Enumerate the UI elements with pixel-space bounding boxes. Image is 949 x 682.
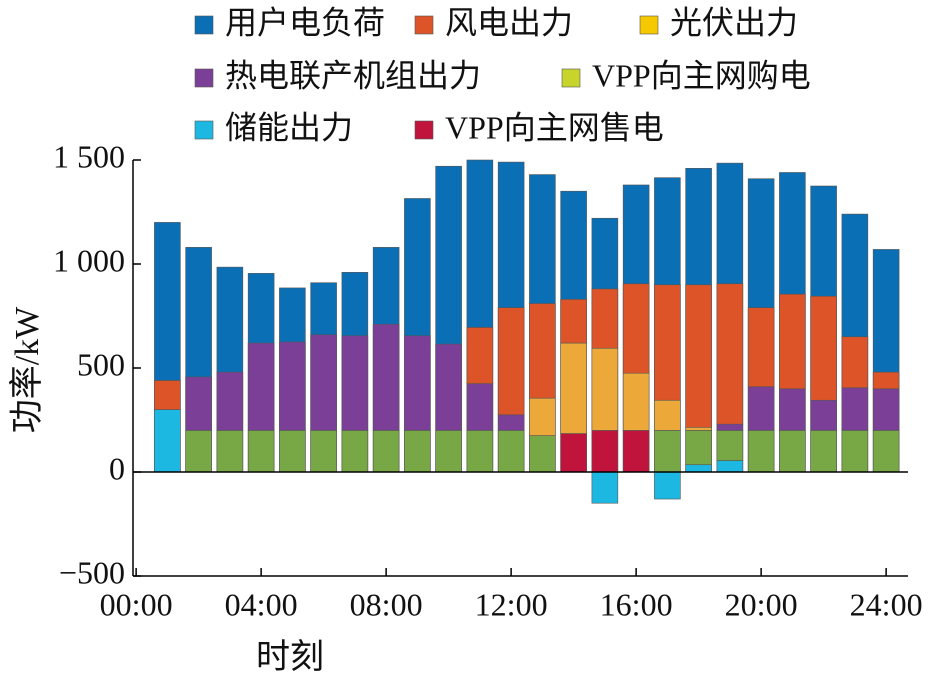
bar-segment	[841, 430, 869, 473]
bar-segment	[685, 430, 712, 466]
legend-swatch	[194, 68, 214, 88]
bar-segment	[716, 423, 744, 431]
bar-segment	[716, 460, 744, 473]
bar-segment	[560, 433, 587, 473]
bar-segment	[529, 435, 556, 473]
bar-segment	[247, 430, 275, 473]
y-tick-label: 1 500	[53, 138, 125, 174]
bar-segment	[279, 341, 306, 431]
bar-segment	[560, 299, 587, 344]
bar-segment	[497, 414, 525, 431]
legend-label: 储能出力	[225, 109, 353, 145]
legend-label: 热电联产机组出力	[225, 57, 481, 93]
legend-label: VPP向主网售电	[445, 109, 664, 145]
bar-segment	[779, 430, 806, 473]
bar-segment	[841, 336, 869, 389]
bar-segment	[810, 399, 837, 431]
bar-segment	[654, 430, 681, 473]
bar-segment	[497, 430, 525, 473]
bar-segment	[435, 430, 462, 473]
bar-segment	[622, 283, 650, 374]
bar-segment	[372, 324, 400, 431]
bar-segment	[654, 471, 681, 500]
x-tick-label: 24:00	[850, 586, 923, 622]
bar-segment	[872, 371, 900, 390]
bar-segment	[591, 288, 619, 349]
x-tick-label: 00:00	[100, 586, 173, 622]
bar-segment	[404, 335, 431, 431]
legend-swatch	[639, 15, 659, 35]
x-tick-label: 16:00	[600, 586, 673, 622]
bar-segment	[685, 464, 712, 473]
y-tick-label: 1 000	[53, 242, 125, 278]
bar-segment	[154, 380, 181, 410]
x-tick-label: 12:00	[475, 586, 548, 622]
x-tick-label: 20:00	[725, 586, 798, 622]
bar-segment	[747, 386, 775, 431]
bar-segment	[591, 347, 619, 431]
bar-segment	[185, 376, 212, 431]
bar-segment	[310, 430, 337, 473]
legend-swatch	[561, 68, 581, 88]
bar-segment	[341, 335, 369, 431]
x-tick-label: 08:00	[350, 586, 423, 622]
bar-segment	[685, 284, 712, 428]
bar-segment	[497, 307, 525, 416]
legend-swatch	[194, 15, 214, 35]
bar-segment	[654, 284, 681, 401]
legend-label: 用户电负荷	[225, 4, 385, 40]
bar-segment	[529, 397, 556, 436]
bar-segment	[779, 293, 806, 390]
bar-segment	[622, 430, 650, 473]
bar-segment	[466, 327, 494, 384]
legend-swatch	[414, 120, 434, 140]
y-tick-label: 500	[77, 346, 125, 382]
bar-segment	[716, 430, 744, 461]
bar-segment	[747, 430, 775, 473]
legend-label: 风电出力	[445, 4, 573, 40]
bar-segment	[654, 399, 681, 431]
bar-segment	[372, 430, 400, 473]
bar-segment	[591, 430, 619, 473]
bar-segment	[716, 283, 744, 425]
bar-segment	[841, 387, 869, 431]
bar-segment	[560, 342, 587, 434]
y-tick-label: 0	[109, 450, 125, 486]
bar-segment	[779, 388, 806, 431]
bar-segment	[466, 383, 494, 431]
bar-segment	[872, 430, 900, 473]
legend-label: VPP向主网购电	[592, 57, 811, 93]
bar-segment	[466, 430, 494, 473]
x-tick-label: 04:00	[225, 586, 298, 622]
bar-segment	[435, 343, 462, 431]
bar-segment	[810, 430, 837, 473]
bar-segment	[185, 430, 212, 473]
bar-segment	[216, 430, 244, 473]
bar-segment	[279, 430, 306, 473]
bar-segment	[216, 371, 244, 431]
bar-segment	[247, 342, 275, 431]
y-tick-label: −500	[59, 554, 125, 590]
bar-segment	[591, 471, 619, 504]
bar-segment	[810, 295, 837, 401]
bar-segment	[747, 307, 775, 388]
bar-segment	[622, 372, 650, 431]
bar-segment	[529, 303, 556, 399]
legend-swatch	[414, 15, 434, 35]
bar-segment	[404, 430, 431, 473]
bar-segment	[341, 430, 369, 473]
bar-segment	[872, 388, 900, 431]
x-axis-label: 时刻	[256, 638, 324, 676]
bar-segment	[685, 426, 712, 431]
legend-label: 光伏出力	[670, 4, 798, 40]
legend-swatch	[194, 120, 214, 140]
bar-segment	[154, 409, 181, 473]
y-axis-label: 功率/kW	[8, 306, 46, 433]
bar-segment	[310, 334, 337, 431]
